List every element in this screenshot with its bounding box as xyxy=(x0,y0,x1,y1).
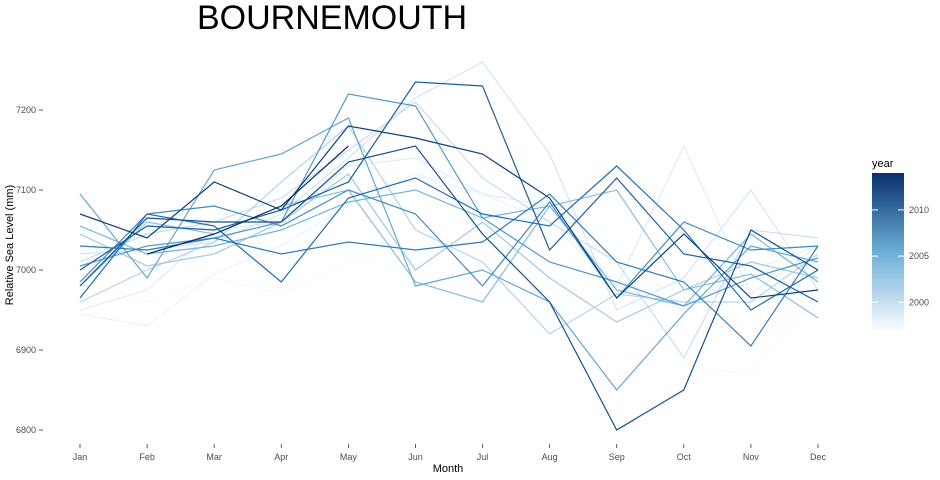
legend: year 2000 2005 2010 xyxy=(872,158,929,330)
x-tick-label: Jul xyxy=(477,452,489,462)
x-tick-label: Mar xyxy=(206,452,222,462)
legend-colorbar xyxy=(872,173,904,330)
x-tick-label: May xyxy=(340,452,358,462)
x-tick-label: Apr xyxy=(274,452,288,462)
series-line-2006 xyxy=(79,117,819,391)
legend-title: year xyxy=(872,158,894,170)
y-tick-label: 6800 xyxy=(16,425,36,435)
y-axis-title: Relative Sea Level (mm) xyxy=(4,185,16,305)
x-axis-title: Month xyxy=(433,463,464,475)
legend-tick-label: 2010 xyxy=(909,205,929,215)
series-line-2012 xyxy=(79,145,819,431)
series-line-2011 xyxy=(79,81,819,303)
series-line-2005 xyxy=(79,189,819,307)
series-line-2009 xyxy=(79,193,819,347)
chart-title: BOURNEMOUTH xyxy=(197,0,467,37)
series-line-2007 xyxy=(79,93,819,307)
x-tick-label: Nov xyxy=(743,452,760,462)
y-tick-label: 7100 xyxy=(16,185,36,195)
series-line-2004 xyxy=(79,189,819,319)
x-tick-label: Jun xyxy=(408,452,423,462)
x-tick-label: Aug xyxy=(542,452,558,462)
series-line-2010 xyxy=(79,165,819,311)
x-axis: Jan Feb Mar Apr May Jun Jul Aug Sep Oct Nov Dec xyxy=(73,444,827,462)
legend-tick-label: 2005 xyxy=(909,251,929,261)
series-line-2014 xyxy=(146,145,349,255)
x-tick-label: Oct xyxy=(677,452,692,462)
legend-ticks: 2000 2005 2010 xyxy=(872,205,929,307)
series-line-1997 xyxy=(79,197,819,375)
y-tick-label: 7000 xyxy=(16,265,36,275)
legend-tick-label: 2000 xyxy=(909,297,929,307)
x-tick-label: Dec xyxy=(810,452,827,462)
series-line-2008 xyxy=(79,189,819,299)
series-line-2013 xyxy=(79,125,819,299)
x-tick-label: Sep xyxy=(609,452,625,462)
x-tick-label: Feb xyxy=(139,452,155,462)
y-tick-label: 6900 xyxy=(16,345,36,355)
y-tick-label: 7200 xyxy=(16,105,36,115)
series-lines xyxy=(79,61,819,431)
series-line-2000 xyxy=(79,61,819,311)
y-axis: 6800 6900 7000 7100 7200 xyxy=(16,105,43,435)
x-tick-label: Jan xyxy=(73,452,88,462)
